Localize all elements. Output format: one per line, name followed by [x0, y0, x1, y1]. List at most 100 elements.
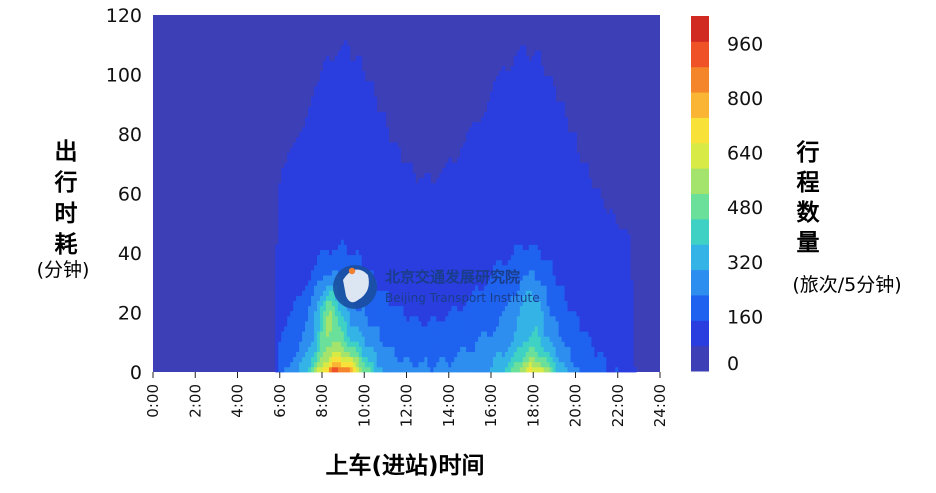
heat-cell [475, 198, 479, 205]
heat-cell [364, 101, 369, 108]
heat-cell [478, 305, 482, 312]
heat-cell [472, 234, 476, 240]
heat-cell [448, 157, 452, 164]
heat-cell [472, 326, 476, 332]
heat-cell [558, 147, 562, 154]
heat-cell [549, 111, 554, 118]
heat-cell [507, 331, 512, 337]
heat-cell [540, 203, 545, 210]
heat-cell [406, 244, 410, 250]
heat-cell [475, 326, 479, 332]
heat-cell [358, 178, 363, 184]
heat-cell [484, 295, 488, 301]
heat-cell [543, 132, 548, 138]
heat-cell [287, 315, 291, 322]
heat-cell [403, 173, 407, 179]
heat-cell [308, 295, 312, 301]
heat-cell [516, 264, 521, 271]
heat-cell [472, 208, 476, 215]
heat-cell [424, 356, 428, 363]
heat-cell [546, 157, 551, 164]
heat-cell [498, 91, 503, 97]
heat-cell [343, 142, 348, 148]
heat-cell [430, 234, 434, 240]
heat-cell [555, 106, 559, 113]
heat-cell [290, 275, 294, 281]
heat-cell [430, 351, 434, 358]
heat-cell [504, 300, 509, 307]
heat-cell [331, 66, 336, 72]
heat-cell [522, 351, 527, 358]
heat-cell [484, 315, 488, 322]
heat-cell [510, 157, 515, 164]
heat-cell [373, 356, 378, 363]
heat-cell [504, 270, 509, 276]
heat-cell [314, 117, 318, 123]
heat-cell [379, 224, 384, 230]
heat-cell [421, 249, 425, 256]
heat-cell [454, 208, 458, 215]
heat-cell [424, 315, 428, 322]
heat-cell [534, 234, 539, 240]
heat-cell [311, 173, 315, 179]
heat-cell [379, 173, 384, 179]
heat-cell [495, 290, 500, 296]
heat-cell [358, 219, 363, 225]
heat-cell [540, 310, 545, 317]
heat-cell [498, 254, 503, 261]
heat-cell [418, 178, 422, 184]
heat-cell [325, 203, 330, 210]
heat-cell [320, 315, 324, 322]
heat-cell [552, 239, 557, 245]
heat-cell [376, 168, 381, 174]
heat-cell [561, 127, 565, 133]
heat-cell [460, 183, 464, 189]
heat-cell [525, 295, 530, 301]
heat-cell [469, 147, 473, 154]
heat-cell [546, 275, 551, 281]
heat-cell [340, 76, 345, 82]
heat-cell [558, 356, 562, 363]
heat-cell [537, 336, 542, 342]
heat-cell [379, 280, 384, 286]
heat-cell [311, 315, 315, 322]
heat-cell [275, 249, 279, 256]
heat-cell [525, 106, 530, 113]
heat-cell [370, 173, 375, 179]
heat-cell [501, 142, 506, 148]
heat-cell [314, 147, 318, 154]
heat-cell [373, 157, 378, 164]
heat-cell [409, 270, 413, 276]
heat-cell [364, 208, 369, 215]
heat-cell [394, 300, 398, 307]
heat-cell [439, 366, 443, 373]
heat-cell [564, 351, 568, 358]
heat-cell [478, 336, 482, 342]
heat-cell [513, 321, 518, 327]
heat-cell [293, 321, 297, 327]
heat-cell [487, 315, 491, 322]
heat-cell [322, 173, 327, 179]
heat-cell [504, 239, 509, 245]
heat-cell [314, 336, 318, 342]
heat-cell [373, 366, 378, 373]
heat-cell [525, 285, 530, 291]
heat-cell [317, 91, 321, 97]
heat-cell [475, 361, 479, 368]
heat-cell [388, 157, 392, 164]
heat-cell [451, 321, 455, 327]
heat-cell [376, 346, 381, 352]
heat-cell [302, 132, 306, 138]
heat-cell [370, 208, 375, 215]
heat-cell [501, 300, 506, 307]
heat-cell [302, 275, 306, 281]
heat-cell [322, 86, 327, 92]
heat-cell [322, 346, 327, 352]
heat-cell [564, 346, 568, 352]
heat-cell [495, 336, 500, 342]
heat-cell [549, 106, 554, 113]
heat-cell [525, 300, 530, 307]
heat-cell [278, 305, 282, 312]
heat-cell [546, 234, 551, 240]
heat-cell [510, 101, 515, 108]
